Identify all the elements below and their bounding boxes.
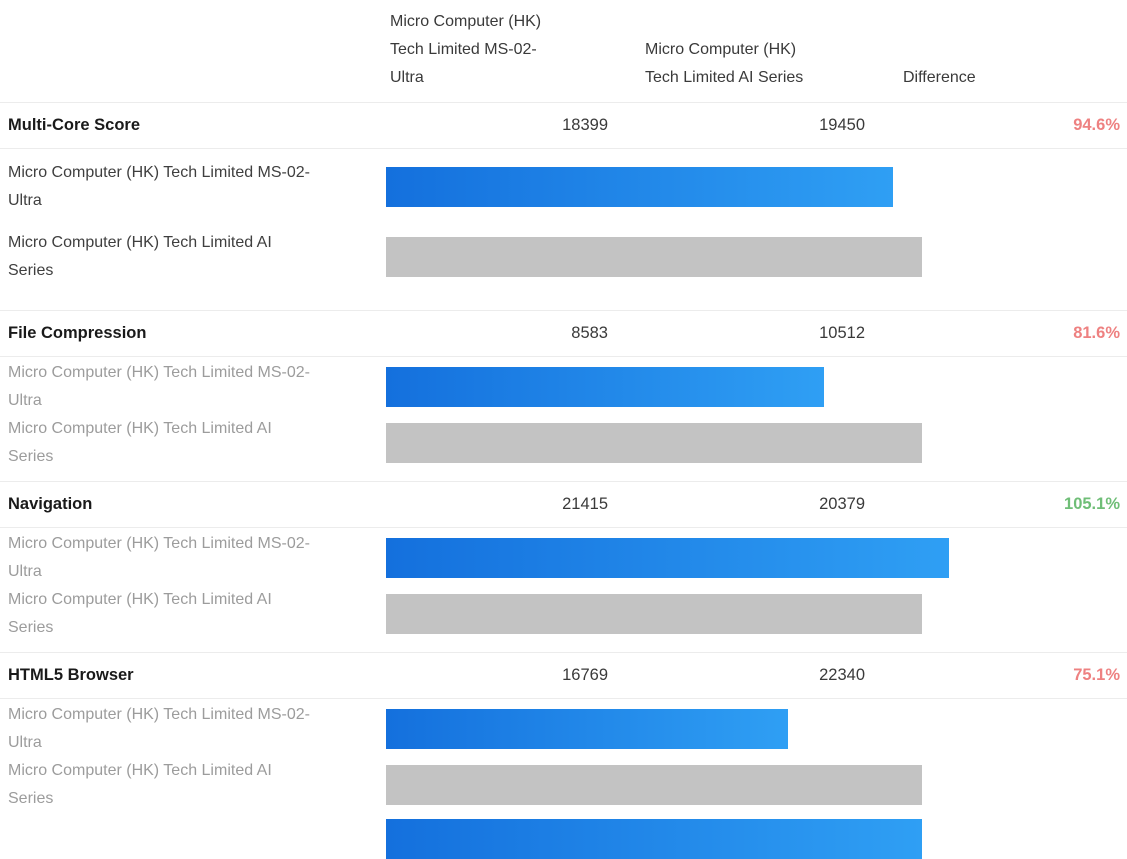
column-header-difference-label: Difference — [903, 69, 976, 86]
device2-label: Micro Computer (HK) Tech Limited AI Seri… — [8, 762, 272, 807]
device1-bar — [386, 367, 824, 407]
metric-title: Multi-Core Score — [8, 116, 141, 134]
metric-section-file-compression: File Compression 8583 10512 81.6% Micro … — [0, 310, 1127, 471]
device1-score: 8583 — [571, 324, 608, 342]
bar-track — [386, 237, 1127, 277]
device1-score: 21415 — [562, 495, 608, 513]
metric-header-row: HTML5 Browser 16769 22340 75.1% — [0, 652, 1127, 699]
bar-track — [386, 538, 1127, 578]
device1-bar — [386, 167, 893, 207]
metric-section-navigation: Navigation 21415 20379 105.1% Micro Comp… — [0, 481, 1127, 642]
metric-title: HTML5 Browser — [8, 666, 134, 684]
column-header-device1-label: Micro Computer (HK) Tech Limited MS-02-U… — [390, 13, 542, 86]
bar-track — [386, 765, 1127, 805]
device2-score: 22340 — [819, 666, 865, 684]
metric-title: Navigation — [8, 495, 93, 513]
device1-bar — [386, 538, 949, 578]
device2-bar — [386, 594, 922, 634]
device1-bar-row: Micro Computer (HK) Tech Limited MS-02-U… — [0, 530, 1127, 586]
bar-track — [386, 594, 1127, 634]
device2-bar — [386, 423, 922, 463]
device1-label: Micro Computer (HK) Tech Limited MS-02-U… — [8, 364, 311, 409]
column-header-device2: Micro Computer (HK) Tech Limited AI Seri… — [645, 36, 903, 92]
device2-score: 10512 — [819, 324, 865, 342]
column-header-device1: Micro Computer (HK) Tech Limited MS-02-U… — [390, 8, 645, 92]
bar-track — [386, 423, 1127, 463]
device2-label: Micro Computer (HK) Tech Limited AI Seri… — [8, 234, 272, 279]
device2-label: Micro Computer (HK) Tech Limited AI Seri… — [8, 420, 272, 465]
device2-bar-row: Micro Computer (HK) Tech Limited AI Seri… — [0, 586, 1127, 642]
device1-score: 16769 — [562, 666, 608, 684]
device2-bar-row: Micro Computer (HK) Tech Limited AI Seri… — [0, 229, 1127, 285]
bar-track — [386, 709, 1127, 749]
device2-bar — [386, 765, 922, 805]
metric-header-row: Navigation 21415 20379 105.1% — [0, 481, 1127, 528]
device2-score: 19450 — [819, 116, 865, 134]
device2-bar — [386, 237, 922, 277]
bar-track — [386, 367, 1127, 407]
device1-bar-row: Micro Computer (HK) Tech Limited MS-02-U… — [0, 359, 1127, 415]
difference-value: 75.1% — [1073, 666, 1120, 684]
difference-value: 81.6% — [1073, 324, 1120, 342]
difference-value: 94.6% — [1073, 116, 1120, 134]
metric-header-row: Multi-Core Score 18399 19450 94.6% — [0, 102, 1127, 149]
device2-bar-row: Micro Computer (HK) Tech Limited AI Seri… — [0, 415, 1127, 471]
device1-bar-row: Micro Computer (HK) Tech Limited MS-02-U… — [0, 701, 1127, 757]
device1-bar — [386, 709, 788, 749]
metric-title: File Compression — [8, 324, 147, 342]
bar-track — [386, 167, 1127, 207]
device2-score: 20379 — [819, 495, 865, 513]
device1-label: Micro Computer (HK) Tech Limited MS-02-U… — [8, 535, 311, 580]
column-header-device2-label: Micro Computer (HK) Tech Limited AI Seri… — [645, 41, 804, 86]
device2-label: Micro Computer (HK) Tech Limited AI Seri… — [8, 591, 272, 636]
device1-label: Micro Computer (HK) Tech Limited MS-02-U… — [8, 164, 311, 209]
comparison-table-header: Micro Computer (HK) Tech Limited MS-02-U… — [0, 0, 1127, 102]
difference-value: 105.1% — [1064, 495, 1120, 513]
device1-score: 18399 — [562, 116, 608, 134]
metric-header-row: File Compression 8583 10512 81.6% — [0, 310, 1127, 357]
metric-section-multi-core: Multi-Core Score 18399 19450 94.6% Micro… — [0, 102, 1127, 285]
column-header-difference: Difference — [903, 64, 1127, 92]
device1-label: Micro Computer (HK) Tech Limited MS-02-U… — [8, 706, 311, 751]
metric-section-html5-browser: HTML5 Browser 16769 22340 75.1% Micro Co… — [0, 652, 1127, 813]
partial-next-section-bar — [386, 819, 922, 859]
device2-bar-row: Micro Computer (HK) Tech Limited AI Seri… — [0, 757, 1127, 813]
device1-bar-row: Micro Computer (HK) Tech Limited MS-02-U… — [0, 159, 1127, 215]
